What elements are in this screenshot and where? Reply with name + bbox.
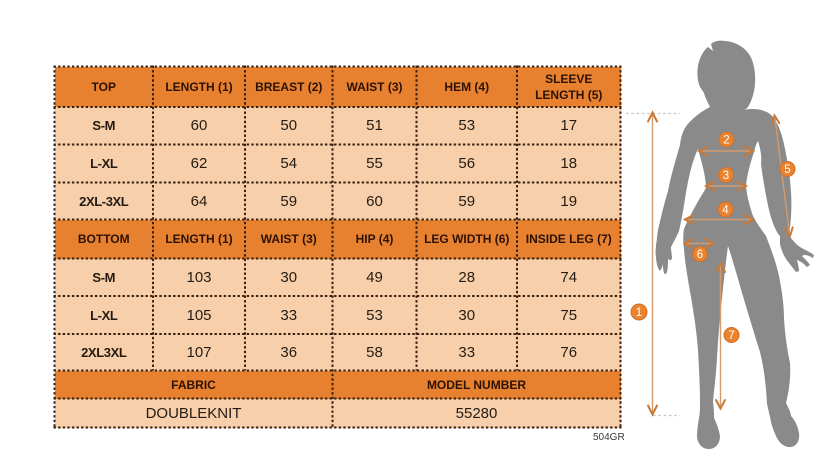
svg-text:4: 4	[722, 205, 729, 217]
svg-text:3: 3	[723, 170, 729, 182]
svg-text:6: 6	[697, 249, 703, 261]
svg-text:5: 5	[784, 164, 790, 176]
svg-text:1: 1	[636, 307, 642, 319]
svg-text:2: 2	[723, 135, 729, 147]
svg-text:7: 7	[728, 330, 734, 342]
